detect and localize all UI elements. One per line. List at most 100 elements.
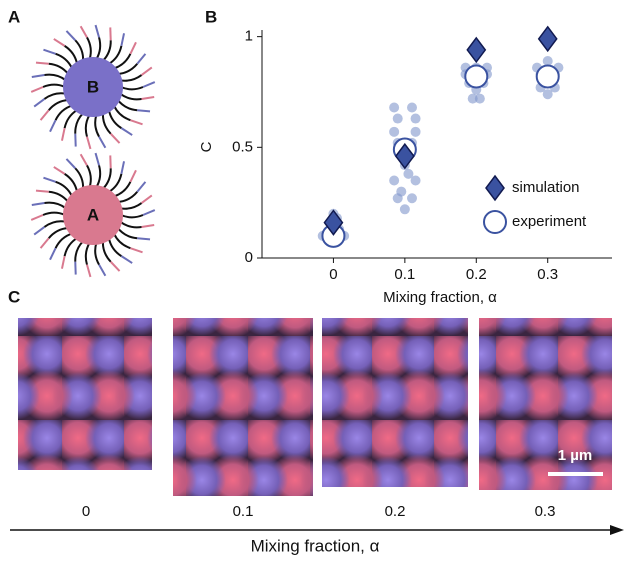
strand (118, 228, 137, 238)
strand-tip (43, 50, 55, 54)
point (411, 127, 421, 137)
y-tick-label: 1 (245, 28, 253, 45)
strand (75, 168, 83, 189)
strand-tip (32, 75, 45, 77)
strand (44, 203, 65, 209)
micrographs: 1 µm 0 0.1 0.2 0.3 Mixing fraction, α (10, 318, 624, 555)
point (396, 187, 406, 197)
x-tick-label: 0 (329, 266, 337, 283)
strand-tip (142, 67, 152, 75)
strand-tip (111, 134, 120, 143)
strand-tip (36, 63, 49, 64)
strand-tip (81, 154, 87, 165)
diamond-marker (467, 38, 485, 62)
particles: BA (31, 25, 155, 277)
strand (87, 165, 91, 187)
strand (49, 64, 68, 74)
point (400, 204, 410, 214)
strand (96, 165, 100, 187)
strand (75, 113, 83, 134)
x-tick-label: 0.3 (537, 266, 558, 283)
strand (95, 115, 99, 137)
strand (43, 213, 65, 215)
strand-tip (50, 248, 56, 260)
strand-tip (50, 120, 56, 132)
strand-tip (34, 99, 44, 107)
strand-tip (121, 161, 124, 174)
strand-tip (130, 170, 136, 182)
strand-tip (96, 25, 99, 37)
strand (75, 40, 83, 61)
scale-bar-label: 1 µm (558, 447, 593, 464)
y-tick-label: 0.5 (232, 138, 253, 155)
strand-tip (142, 225, 155, 227)
strand (121, 215, 143, 217)
micrograph (173, 318, 313, 496)
strand-tip (137, 54, 145, 64)
strand (103, 40, 111, 61)
strand (75, 241, 83, 262)
strand (103, 241, 111, 262)
panel-label: C (8, 287, 20, 306)
point (407, 102, 417, 112)
strand-tip (111, 262, 120, 271)
arrow-head (610, 525, 624, 535)
strand-tip (143, 210, 155, 215)
strand (95, 243, 99, 265)
strand-tip (96, 153, 99, 165)
particle-label: B (87, 77, 99, 96)
strand-tip (62, 128, 65, 141)
strand-tip (34, 227, 44, 235)
strand-tip (137, 238, 150, 239)
strand-tip (43, 178, 55, 182)
strand-tip (130, 120, 142, 124)
strand-tip (41, 110, 49, 120)
point (389, 176, 399, 186)
diamond-marker (539, 27, 557, 51)
point (389, 102, 399, 112)
micrograph (479, 318, 612, 490)
micrograph (322, 318, 468, 487)
circle-marker (465, 65, 487, 87)
strand-tip (121, 128, 132, 135)
circle-marker (537, 65, 559, 87)
strand-tip (142, 195, 152, 203)
strand (49, 192, 68, 202)
strand-tip (36, 191, 49, 192)
legend-marker (486, 176, 504, 200)
legend-marker (484, 211, 506, 233)
x-tick-label: 0.1 (394, 266, 415, 283)
strand-tip (99, 137, 105, 148)
x-tick-label: 0.2 (466, 266, 487, 283)
particle-label: A (87, 205, 99, 224)
strand (96, 37, 100, 59)
strand (44, 93, 65, 99)
micrograph-label: 0.1 (233, 503, 254, 520)
strand-tip (66, 159, 75, 168)
point (407, 193, 417, 203)
point (393, 114, 403, 124)
strand-tip (87, 137, 90, 149)
strand-tip (54, 39, 65, 46)
legend-label: experiment (512, 213, 587, 230)
strand-tip (142, 97, 155, 99)
strand (103, 168, 111, 189)
strand-tip (137, 110, 150, 111)
x-axis-label: Mixing fraction, α (383, 289, 497, 306)
y-tick-label: 0 (245, 249, 253, 266)
point (543, 89, 553, 99)
strand (120, 203, 141, 209)
strand-tip (31, 215, 43, 220)
strand (103, 113, 111, 134)
micrograph (18, 318, 152, 470)
micrograph-label: 0 (82, 503, 90, 520)
micrograph-label: 0.2 (385, 503, 406, 520)
point (475, 94, 485, 104)
strand (44, 221, 65, 227)
strand (118, 100, 137, 110)
panel-label: A (8, 7, 20, 26)
strand-tip (143, 82, 155, 87)
micrograph-label: 0.3 (535, 503, 556, 520)
strand-tip (66, 31, 75, 40)
strand-tip (130, 248, 142, 252)
